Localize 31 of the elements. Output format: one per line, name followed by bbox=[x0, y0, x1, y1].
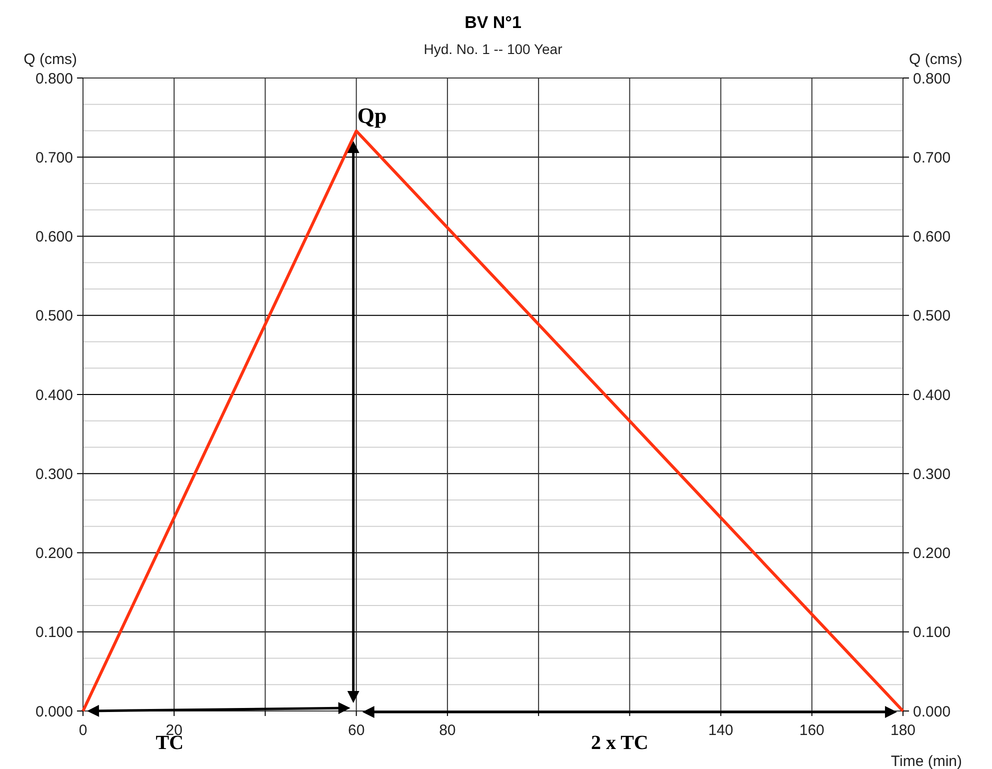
x-tick-label: 0 bbox=[78, 722, 88, 739]
annotation: Qp bbox=[357, 103, 387, 128]
x-tick-label: 80 bbox=[439, 722, 456, 739]
y-tick-label: 0.600 bbox=[35, 228, 73, 246]
x-axis-title: Time (min) bbox=[890, 753, 962, 769]
y-tick-label: 0.200 bbox=[35, 545, 73, 562]
y-tick-label: 0.300 bbox=[35, 466, 73, 483]
x-tick-label: 140 bbox=[708, 722, 734, 739]
y2-tick-label: 0.200 bbox=[913, 545, 951, 562]
chart-title: BV N°1 bbox=[464, 13, 522, 32]
x-tick-label: 60 bbox=[348, 722, 365, 739]
x-tick-label: 160 bbox=[799, 722, 824, 739]
y-axis-title: Q (cms) bbox=[24, 51, 77, 68]
y2-tick-label: 0.500 bbox=[913, 308, 951, 325]
y2-tick-label: 0.000 bbox=[913, 703, 951, 720]
y2-tick-label: 0.100 bbox=[913, 624, 951, 642]
y-tick-label: 0.500 bbox=[35, 308, 73, 325]
y-tick-label: 0.100 bbox=[35, 624, 73, 642]
y-tick-label: 0.700 bbox=[35, 149, 73, 166]
y2-tick-label: 0.700 bbox=[913, 149, 951, 166]
y2-tick-label: 0.300 bbox=[913, 466, 951, 483]
y-tick-label: 0.000 bbox=[35, 703, 73, 720]
chart-subtitle: Hyd. No. 1 -- 100 Year bbox=[424, 41, 563, 57]
y-tick-label: 0.400 bbox=[35, 386, 73, 404]
text: 2 x TC bbox=[590, 732, 648, 754]
y2-axis-title: Q (cms) bbox=[909, 51, 962, 68]
x-tick-label: 180 bbox=[890, 722, 916, 739]
y-tick-label: 0.800 bbox=[35, 70, 73, 88]
y2-tick-label: 0.800 bbox=[913, 70, 951, 88]
y2-tick-label: 0.400 bbox=[913, 386, 951, 404]
y2-tick-label: 0.600 bbox=[913, 228, 951, 246]
